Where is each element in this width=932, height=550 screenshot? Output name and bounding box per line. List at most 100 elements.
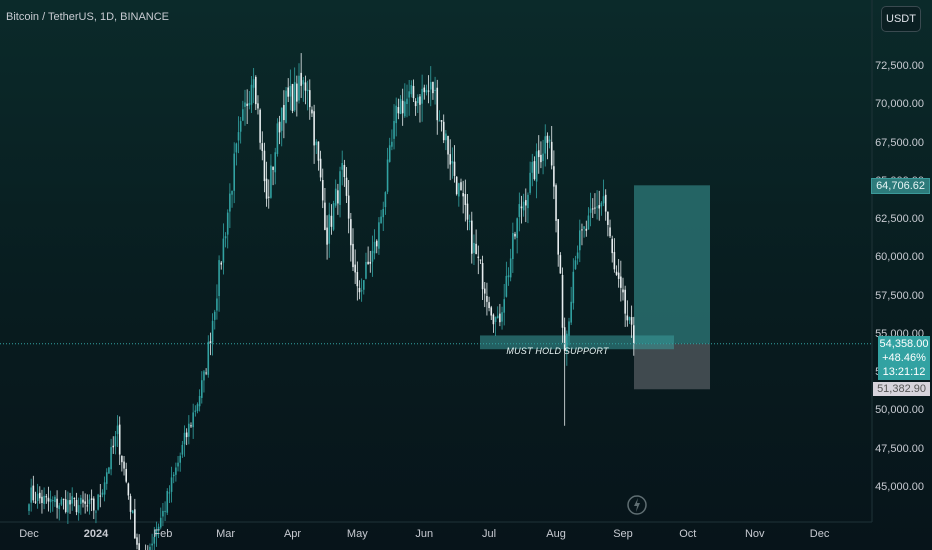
candle <box>62 498 65 510</box>
candle <box>32 475 35 503</box>
candle <box>28 503 30 516</box>
candle <box>414 98 417 116</box>
candle <box>460 178 462 191</box>
candle <box>309 79 311 120</box>
candle <box>95 510 97 524</box>
candle <box>591 198 594 218</box>
candle <box>630 305 633 338</box>
candle <box>425 84 428 96</box>
x-tick-label: Aug <box>546 528 566 540</box>
candle <box>306 80 309 111</box>
candle <box>375 239 378 254</box>
candle <box>496 306 499 319</box>
candle <box>613 238 616 273</box>
candle <box>624 285 626 327</box>
candle <box>49 490 52 513</box>
candle <box>123 456 125 476</box>
candle <box>408 80 410 116</box>
candle <box>131 510 134 514</box>
candle <box>518 192 521 232</box>
candle <box>486 282 488 316</box>
candle <box>550 126 553 170</box>
candle <box>481 255 484 300</box>
candle <box>626 300 629 327</box>
x-tick-label: Nov <box>744 528 765 540</box>
candle <box>41 489 43 514</box>
candle <box>620 260 622 302</box>
candle <box>341 150 343 186</box>
currency-button[interactable]: USDT <box>881 6 921 32</box>
candle <box>153 526 156 550</box>
candle <box>559 252 562 274</box>
candle <box>75 492 78 516</box>
candle <box>287 78 289 103</box>
price-change-percent: +48.46% <box>882 352 926 364</box>
y-tick-label: 57,500.00 <box>875 289 924 302</box>
candle <box>88 494 91 515</box>
chart-ticker-title: Bitcoin / TetherUS, 1D, BINANCE <box>6 11 170 23</box>
candle <box>464 179 467 222</box>
candle <box>410 80 413 98</box>
candle <box>136 533 138 550</box>
candle <box>451 147 454 179</box>
candle <box>283 90 285 139</box>
current-price-tag: 54,358.00 +48.46% 13:21:12 <box>878 336 930 380</box>
candle <box>164 501 166 521</box>
candle <box>628 316 631 324</box>
candle <box>248 91 251 110</box>
x-tick-label: Apr <box>283 528 302 540</box>
candle <box>259 108 261 150</box>
candle <box>252 67 255 104</box>
x-tick-label: Jun <box>415 528 434 540</box>
candle <box>272 166 274 186</box>
candle <box>99 484 102 508</box>
candle <box>602 179 605 207</box>
stop-zone <box>634 343 710 390</box>
support-zone <box>480 335 674 350</box>
candle <box>134 498 136 539</box>
candle <box>34 491 37 504</box>
candle <box>261 131 264 161</box>
candle <box>242 100 244 122</box>
candle <box>436 79 439 135</box>
candle <box>222 223 225 275</box>
candle <box>440 120 443 132</box>
x-tick-label: 2024 <box>83 528 109 540</box>
candle <box>328 202 331 258</box>
candle <box>54 495 56 507</box>
candle <box>473 234 475 266</box>
lightning-icon[interactable] <box>626 492 648 523</box>
candle <box>393 104 395 150</box>
candle <box>56 490 58 519</box>
candle <box>516 217 518 254</box>
candle <box>274 147 277 185</box>
candle <box>445 130 447 151</box>
candle <box>604 189 607 221</box>
candle <box>360 278 363 302</box>
candle <box>419 93 421 123</box>
candle <box>86 494 89 512</box>
candle <box>557 219 559 267</box>
candle <box>159 507 162 530</box>
candle <box>270 154 272 199</box>
x-tick-label: Dec <box>809 528 830 540</box>
candle <box>561 267 564 343</box>
candle <box>138 534 140 550</box>
candle <box>363 280 365 295</box>
candle <box>157 523 160 539</box>
candle <box>395 97 397 137</box>
x-tick-label: May <box>346 528 368 540</box>
candle <box>220 260 223 270</box>
candle <box>412 79 415 103</box>
x-tick-label: Dec <box>19 528 39 540</box>
candle <box>525 188 527 223</box>
candle <box>324 188 326 231</box>
candle <box>311 106 313 117</box>
candle <box>501 306 503 330</box>
candle <box>127 482 130 500</box>
candle <box>581 223 583 246</box>
candle <box>103 476 106 502</box>
candle <box>71 487 73 511</box>
candle <box>505 261 508 298</box>
